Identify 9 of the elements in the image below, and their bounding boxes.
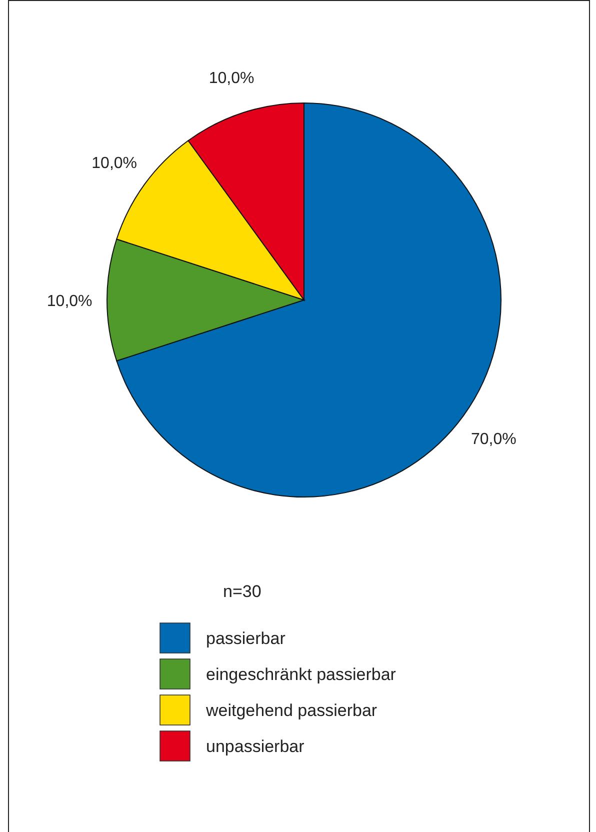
legend-label: weitgehend passierbar <box>205 701 378 720</box>
data-label: 10,0% <box>46 293 92 310</box>
data-label: 70,0% <box>470 430 516 448</box>
data-label: 10,0% <box>208 70 254 88</box>
legend-label: passierbar <box>206 629 286 648</box>
text: n=30 <box>223 582 262 601</box>
data-label: 10,0% <box>92 155 138 172</box>
legend-label: eingeschränkt passierbar <box>206 665 396 684</box>
legend-label: unpassierbar <box>206 737 305 756</box>
